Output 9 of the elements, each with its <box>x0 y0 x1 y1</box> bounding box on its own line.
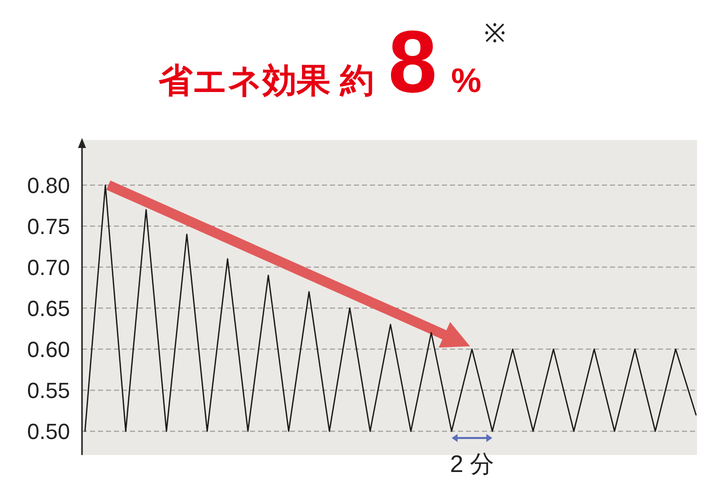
y-tick-label: 0.70 <box>27 255 70 280</box>
y-tick-label: 0.80 <box>27 173 70 198</box>
annotation: 2 分 <box>450 451 494 478</box>
y-tick-label: 0.75 <box>27 214 70 240</box>
y-tick-label: 0.60 <box>27 337 70 362</box>
y-tick-label: 0.50 <box>27 419 70 444</box>
y-tick-label: 0.55 <box>27 378 70 404</box>
y-tick-label: 0.65 <box>27 296 70 322</box>
text: ※ <box>484 18 506 48</box>
